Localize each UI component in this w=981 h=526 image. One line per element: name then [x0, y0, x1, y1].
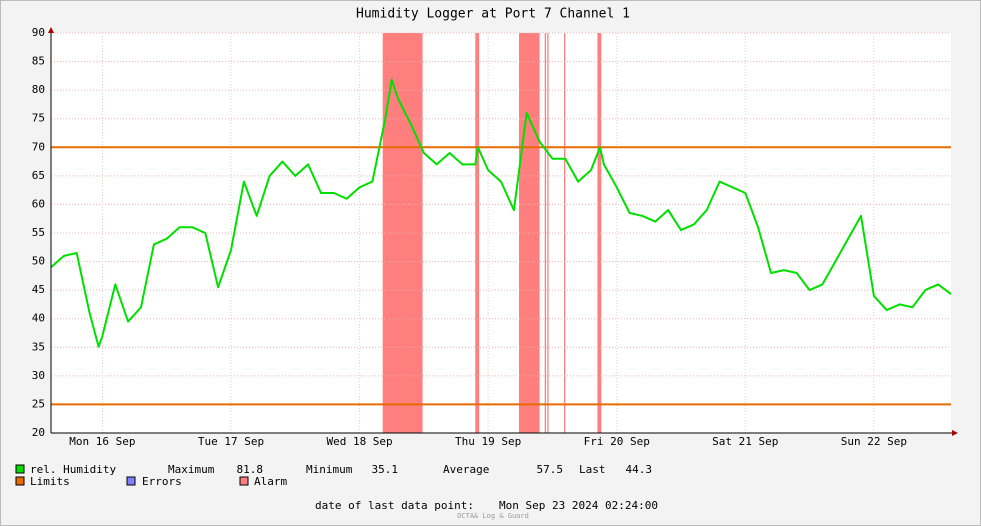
series-line	[50, 78, 952, 348]
legend-swatch-errors	[126, 476, 136, 486]
legend-swatch-limits	[15, 476, 25, 486]
y-tick-label: 20	[32, 426, 45, 439]
stat-value: 44.3	[626, 463, 653, 476]
y-tick-label: 75	[32, 112, 45, 125]
y-tick-label: 35	[32, 340, 45, 353]
stat-label: Maximum	[168, 463, 215, 476]
y-tick-label: 70	[32, 140, 45, 153]
y-tick-label: 65	[32, 169, 45, 182]
legend-swatch-alarm	[239, 476, 249, 486]
y-tick-label: 25	[32, 397, 45, 410]
x-tick-label: Fri 20 Sep	[584, 435, 650, 448]
y-tick-label: 80	[32, 83, 45, 96]
alarm-band	[547, 33, 549, 433]
stat-value: 35.1	[372, 463, 399, 476]
legend-limits: Limits	[30, 475, 70, 488]
stat-label: Minimum	[306, 463, 353, 476]
y-tick-label: 55	[32, 226, 45, 239]
y-arrow	[48, 27, 54, 33]
alarm-band	[597, 33, 602, 433]
y-tick-label: 85	[32, 55, 45, 68]
legend-swatch-series	[15, 464, 25, 474]
chart-title: Humidity Logger at Port 7 Channel 1	[356, 7, 630, 22]
y-tick-label: 90	[32, 26, 45, 39]
legend-series: rel. Humidity	[30, 463, 116, 476]
stat-value: 57.5	[537, 463, 564, 476]
x-tick-label: Sun 22 Sep	[841, 435, 907, 448]
x-tick-label: Wed 18 Sep	[326, 435, 392, 448]
legend-errors: Errors	[142, 475, 182, 488]
credit: OCTA& Log & Guard	[457, 512, 529, 520]
y-tick-label: 45	[32, 283, 45, 296]
stat-value: 81.8	[237, 463, 264, 476]
text-layer: 20 25 30 35 40 45 50 55 60 65 70 75 80 85 90 Mon 16 Sep…	[32, 26, 907, 448]
y-tick-label: 30	[32, 369, 45, 382]
y-tick-label: 50	[32, 255, 45, 268]
footer-label: date of last data point:	[315, 499, 474, 512]
y-tick-label: 40	[32, 312, 45, 325]
stat-label: Average	[443, 463, 489, 476]
x-tick-label: Thu 19 Sep	[455, 435, 521, 448]
y-tick-label: 60	[32, 197, 45, 210]
footer-date: Mon Sep 23 2024 02:24:00	[499, 499, 658, 512]
line-layer	[50, 78, 952, 406]
x-tick-label: Tue 17 Sep	[198, 435, 264, 448]
legend-alarm: Alarm	[254, 475, 287, 488]
x-tick-label: Sat 21 Sep	[712, 435, 778, 448]
alarm-band	[544, 33, 546, 433]
x-tick-label: Mon 16 Sep	[69, 435, 135, 448]
stat-label: Last	[579, 463, 606, 476]
x-arrow	[952, 430, 958, 436]
